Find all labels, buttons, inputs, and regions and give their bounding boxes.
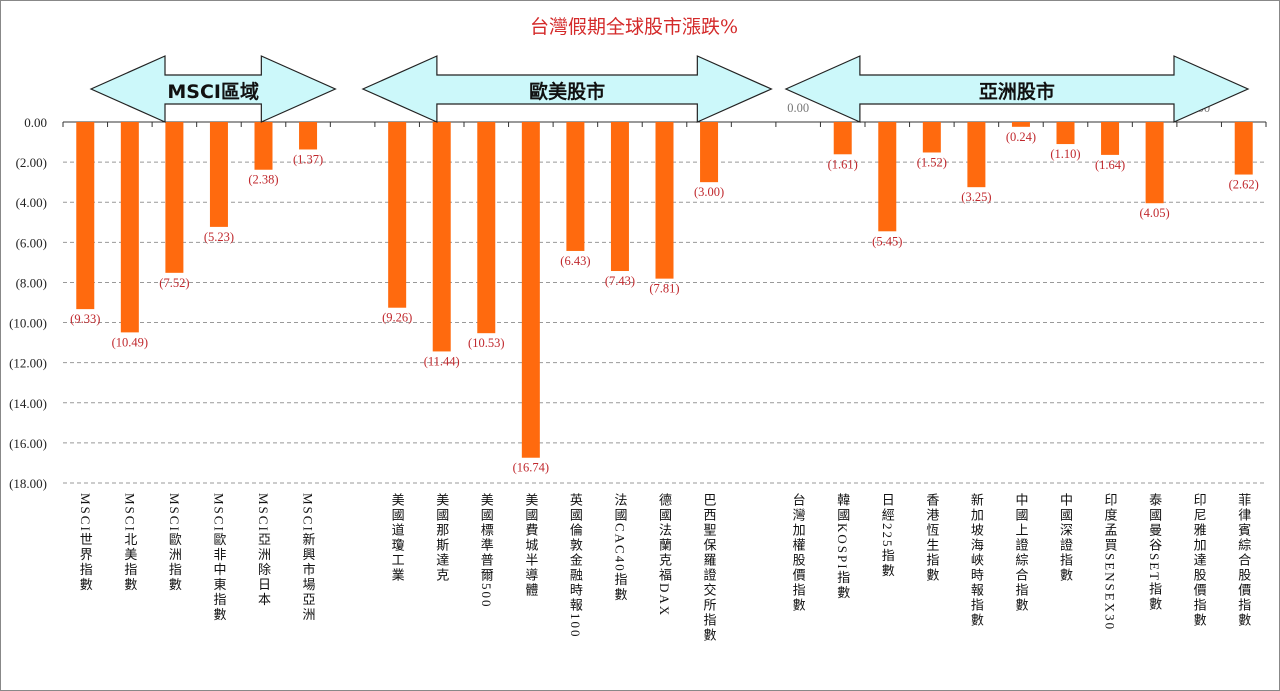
- data-label: (2.38): [248, 173, 278, 187]
- group-label: 亞洲股市: [979, 80, 1055, 103]
- category-label: 韓國KOSPI指數: [835, 493, 850, 601]
- category-label: 菲律賓綜合股價指數: [1236, 493, 1251, 628]
- data-label: (2.62): [1229, 178, 1259, 192]
- category-label: 美國道瓊工業: [390, 493, 405, 583]
- data-label: (1.52): [917, 155, 947, 169]
- category-label: 巴西聖保羅證交所指數: [702, 493, 717, 643]
- group-arrows: MSCI區域 歐美股市 亞洲股市: [89, 55, 1250, 123]
- y-tick-label: (16.00): [9, 436, 47, 451]
- category-label: 德國法蘭克福DAX: [657, 493, 672, 617]
- bar: [655, 122, 674, 279]
- category-label: 印尼雅加達股價指數: [1192, 493, 1207, 628]
- bar: [432, 122, 451, 352]
- category-label: 台灣加權股價指數: [791, 493, 806, 613]
- data-label: (3.25): [961, 190, 991, 204]
- bar: [878, 122, 897, 232]
- bar: [1145, 122, 1164, 204]
- bar: [521, 122, 540, 458]
- data-label: (7.81): [649, 282, 679, 296]
- bar: [477, 122, 496, 334]
- data-label: (1.64): [1095, 158, 1125, 172]
- data-label: 0.00: [787, 101, 809, 115]
- category-label: 法國CAC40指數: [612, 493, 627, 603]
- bar: [700, 122, 719, 183]
- data-label: (6.43): [560, 254, 590, 268]
- data-label: (1.61): [828, 157, 858, 171]
- data-label: (4.05): [1140, 206, 1170, 220]
- data-label: (5.23): [204, 230, 234, 244]
- x-axis-labels: MSCI世界指數 MSCI北美指數 MSCI歐洲指數 MSCI歐非中東指數 MSCI亞洲…: [78, 492, 1251, 643]
- data-label: (7.52): [159, 276, 189, 290]
- y-tick-label: (6.00): [16, 235, 47, 250]
- bar: [120, 122, 139, 333]
- y-tick-label: 0.00: [24, 115, 47, 130]
- bar: [1234, 122, 1253, 175]
- bar: [610, 122, 629, 272]
- category-label: MSCI歐非中東指數: [211, 493, 226, 623]
- data-label: (1.10): [1050, 147, 1080, 161]
- bar: [1056, 122, 1075, 145]
- category-label: MSCI世界指數: [78, 493, 93, 593]
- bar: [209, 122, 228, 227]
- y-tick-label: (4.00): [16, 195, 47, 210]
- y-tick-label: (8.00): [16, 275, 47, 290]
- double-arrow: [784, 55, 1250, 123]
- bar: [566, 122, 585, 251]
- group-label: 歐美股市: [529, 80, 605, 103]
- y-axis: 0.00 (2.00) (4.00) (6.00) (8.00) (10.00) (12.0…: [9, 115, 1267, 491]
- category-label: MSCI新興市場亞洲: [301, 493, 316, 623]
- data-label: (11.44): [424, 354, 460, 368]
- category-label: 美國標準普爾500: [479, 493, 494, 609]
- bar: [299, 122, 318, 150]
- double-arrow: [89, 55, 337, 123]
- data-label: (9.26): [382, 311, 412, 325]
- bar: [922, 122, 941, 153]
- bar: [388, 122, 407, 308]
- category-label: MSCI北美指數: [122, 493, 137, 593]
- bar: [1101, 122, 1120, 155]
- bar: [1011, 122, 1030, 127]
- category-label: 香港恆生指數: [924, 493, 939, 583]
- gridlines: [63, 161, 1266, 484]
- category-label: 泰國曼谷SET指數: [1147, 493, 1162, 612]
- data-label: (10.53): [468, 336, 504, 350]
- data-label: (1.37): [293, 152, 323, 166]
- y-tick-label: (18.00): [9, 476, 47, 491]
- data-label: (0.24): [1006, 130, 1036, 144]
- double-arrow: [361, 55, 773, 123]
- category-label: 印度孟買SENSEX30: [1103, 493, 1118, 631]
- bars: (9.33) (10.49) (7.52) (5.23) (2.38) (1.37) (9.…: [70, 101, 1259, 475]
- y-tick-label: (2.00): [16, 155, 47, 170]
- bar: [76, 122, 95, 310]
- category-label: 新加坡海峽時報指數: [969, 492, 984, 628]
- category-label: MSCI亞洲除日本: [256, 493, 271, 608]
- data-label: (7.43): [605, 274, 635, 288]
- data-label: (10.49): [112, 335, 148, 349]
- category-label: MSCI歐洲指數: [167, 493, 182, 593]
- category-label: 中國深證指數: [1058, 493, 1073, 583]
- data-label: (3.00): [694, 185, 724, 199]
- data-label: (5.45): [872, 234, 902, 248]
- data-label: (9.33): [70, 312, 100, 326]
- y-tick-label: (14.00): [9, 396, 47, 411]
- chart-title: 台灣假期全球股市漲跌%: [530, 16, 738, 38]
- bar: [165, 122, 184, 273]
- category-label: 美國費城半導體: [523, 493, 538, 598]
- data-label: (16.74): [513, 461, 549, 475]
- y-tick-label: (10.00): [9, 316, 47, 331]
- bar: [967, 122, 986, 188]
- category-label: 美國那斯達克: [434, 493, 449, 583]
- bar: [254, 122, 273, 170]
- category-label: 英國倫敦金融時報100: [568, 493, 583, 639]
- category-label: 中國上證綜合指數: [1013, 493, 1028, 613]
- category-label: 日經225指數: [880, 493, 895, 579]
- bar: [833, 122, 852, 155]
- group-label: MSCI區域: [167, 80, 259, 103]
- y-tick-label: (12.00): [9, 356, 47, 371]
